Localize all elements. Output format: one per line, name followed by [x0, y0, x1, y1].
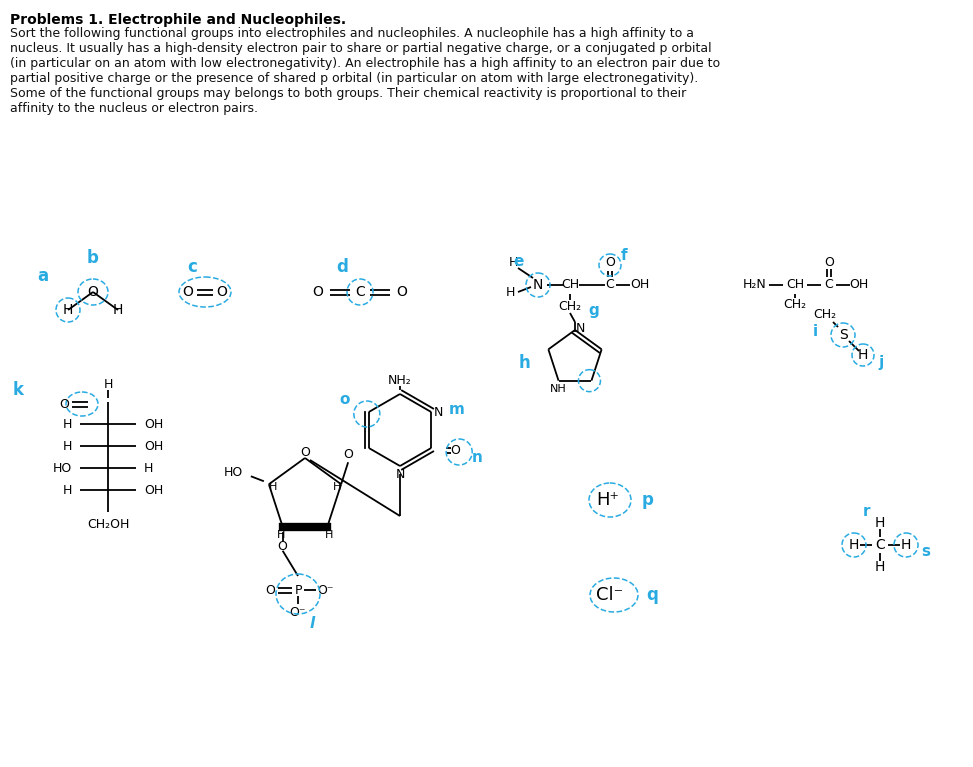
Text: g: g: [589, 304, 599, 318]
Text: CH₂OH: CH₂OH: [87, 518, 129, 531]
Text: H: H: [333, 482, 342, 492]
Text: N: N: [395, 468, 405, 480]
Text: Problems 1. Electrophile and Nucleophiles.: Problems 1. Electrophile and Nucleophile…: [10, 13, 346, 27]
Text: O⁻: O⁻: [318, 584, 335, 597]
Text: P: P: [294, 584, 302, 597]
Text: H: H: [505, 285, 515, 298]
Text: H: H: [858, 348, 868, 362]
Text: H: H: [103, 377, 113, 390]
Text: s: s: [921, 544, 930, 558]
Text: Sort the following functional groups into electrophiles and nucleophiles. A nucl: Sort the following functional groups int…: [10, 27, 720, 115]
Text: f: f: [621, 248, 628, 262]
Text: q: q: [646, 586, 658, 604]
Text: CH₂: CH₂: [813, 308, 837, 321]
Text: H: H: [508, 256, 518, 269]
Text: o: o: [340, 393, 350, 407]
Text: i: i: [812, 324, 817, 338]
Text: C: C: [605, 278, 614, 291]
Text: O: O: [217, 285, 228, 299]
Text: NH: NH: [550, 384, 567, 393]
Text: HO: HO: [53, 462, 72, 475]
Text: p: p: [642, 491, 654, 509]
Text: OH: OH: [849, 278, 869, 291]
Text: CH₂: CH₂: [783, 298, 807, 311]
Text: m: m: [450, 403, 465, 417]
Text: O: O: [265, 584, 275, 597]
Text: d: d: [336, 258, 348, 276]
Text: C: C: [875, 538, 884, 552]
Text: r: r: [862, 503, 870, 518]
Text: O: O: [59, 397, 69, 410]
Text: H: H: [276, 530, 285, 540]
Text: O: O: [312, 285, 323, 299]
Text: CH₂: CH₂: [559, 301, 582, 314]
Text: Cl⁻: Cl⁻: [596, 586, 624, 604]
Text: O: O: [277, 540, 288, 553]
Text: H: H: [63, 303, 73, 317]
Text: H₂N: H₂N: [743, 278, 767, 291]
Text: b: b: [87, 249, 99, 267]
Text: O: O: [88, 285, 98, 299]
Text: H: H: [875, 560, 885, 574]
Text: n: n: [472, 450, 483, 466]
Text: N: N: [434, 406, 443, 419]
Text: N: N: [575, 321, 585, 334]
Text: H: H: [901, 538, 911, 552]
Text: OH: OH: [144, 439, 163, 453]
Text: CH: CH: [561, 278, 579, 291]
Text: H: H: [875, 516, 885, 530]
Text: j: j: [879, 355, 883, 370]
Text: e: e: [514, 255, 524, 269]
Text: O: O: [300, 446, 310, 459]
Text: HO: HO: [224, 466, 243, 479]
Text: H: H: [269, 482, 277, 492]
Text: O: O: [183, 285, 194, 299]
Text: CH: CH: [786, 278, 804, 291]
Text: OH: OH: [631, 278, 650, 291]
Text: a: a: [37, 267, 49, 285]
Text: S: S: [839, 328, 847, 342]
Text: H: H: [62, 417, 72, 430]
Text: H: H: [325, 530, 334, 540]
Text: H: H: [62, 439, 72, 453]
Text: O: O: [450, 443, 460, 456]
Text: OH: OH: [144, 417, 163, 430]
Text: N: N: [533, 278, 543, 292]
Text: NH₂: NH₂: [388, 374, 412, 387]
Text: H: H: [113, 303, 124, 317]
Text: k: k: [13, 381, 23, 399]
Text: C: C: [355, 285, 365, 299]
Text: OH: OH: [144, 483, 163, 496]
Text: O: O: [605, 256, 615, 269]
Text: H: H: [62, 483, 72, 496]
Text: h: h: [520, 354, 531, 372]
Text: O: O: [397, 285, 408, 299]
Text: c: c: [187, 258, 197, 276]
Text: O: O: [824, 256, 834, 269]
Text: C: C: [825, 278, 834, 291]
Text: O⁻: O⁻: [290, 605, 306, 618]
Text: H: H: [848, 538, 859, 552]
Text: l: l: [309, 617, 314, 631]
Text: O: O: [343, 448, 353, 461]
Text: H⁺: H⁺: [596, 491, 620, 509]
Text: H: H: [144, 462, 154, 475]
